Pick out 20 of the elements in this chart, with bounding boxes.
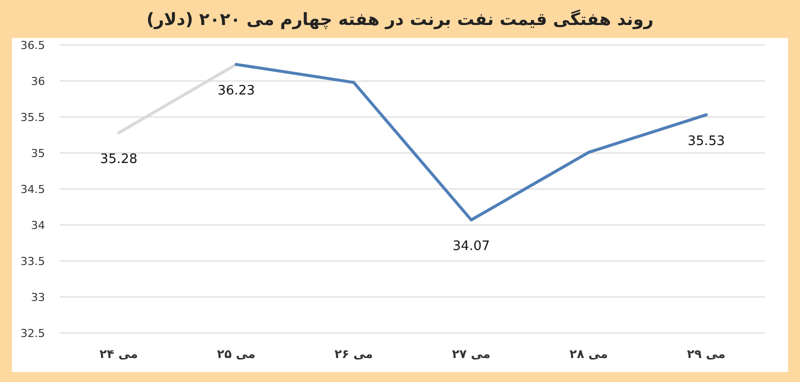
x-tick-label: ۲۸ می: [570, 347, 608, 361]
x-tick-label: ۲۵ می: [217, 347, 256, 361]
data-label: 36.23: [218, 83, 255, 98]
y-tick-label: 34: [31, 219, 45, 232]
data-label: 35.53: [688, 134, 725, 149]
x-tick-label: ۲۷ می: [452, 347, 490, 361]
y-tick-label: 32.5: [20, 327, 45, 340]
data-label: 35.28: [100, 152, 138, 167]
x-tick-label: ۲۶ می: [334, 347, 373, 361]
y-tick-label: 36: [31, 75, 45, 88]
y-tick-label: 33: [31, 291, 45, 304]
data-label: 34.07: [452, 238, 490, 254]
y-tick-label: 35.5: [20, 111, 45, 124]
y-tick-label: 33.5: [20, 255, 45, 268]
x-tick-label: ۲۴ می: [100, 347, 138, 361]
y-tick-label: 35: [31, 147, 45, 160]
chart-title: روند هفتگی قیمت نفت برنت در هفته چهارم می ۲۰۲۰ (دلار): [146, 9, 654, 30]
y-tick-label: 34.5: [20, 183, 45, 196]
y-tick-label: 36.5: [20, 39, 45, 52]
x-tick-label: ۲۹ می: [687, 347, 726, 361]
